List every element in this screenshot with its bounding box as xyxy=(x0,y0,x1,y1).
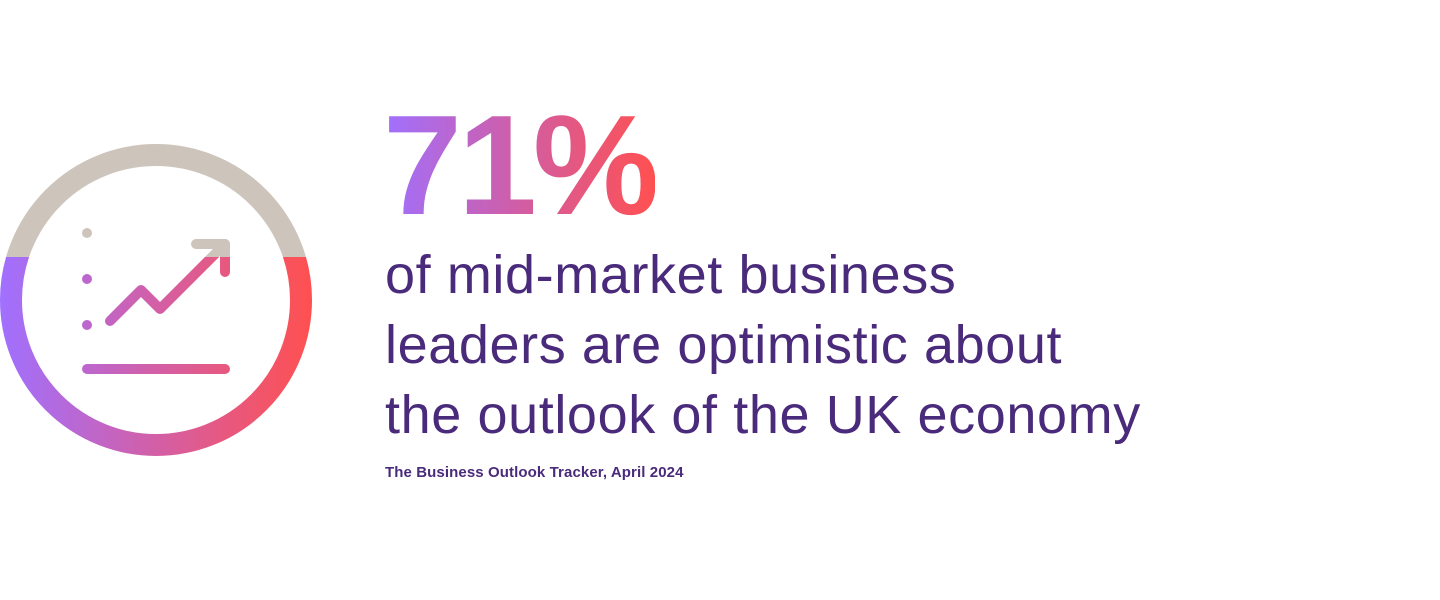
statistic-description: of mid-market business leaders are optim… xyxy=(385,240,1141,450)
statistic-value: 71% xyxy=(383,86,659,245)
description-line: the outlook of the UK economy xyxy=(385,385,1141,445)
description-line: of mid-market business xyxy=(385,245,957,305)
source-citation: The Business Outlook Tracker, April 2024 xyxy=(385,464,684,481)
chart-glyph xyxy=(82,228,230,374)
description-line: leaders are optimistic about xyxy=(385,315,1063,375)
ring xyxy=(0,144,312,456)
growth-chart-icon xyxy=(0,144,312,456)
